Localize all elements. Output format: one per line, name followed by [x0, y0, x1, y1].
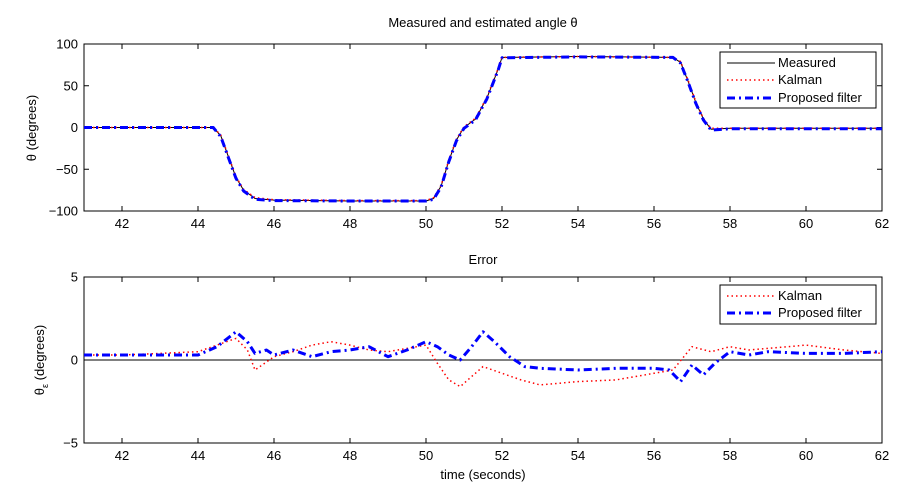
bottom-y-tick-label: −5: [63, 436, 78, 451]
top-x-tick-label: 52: [495, 216, 509, 231]
bottom-legend: Kalman Proposed filter: [719, 284, 877, 325]
bottom-legend-label-kalman: Kalman: [778, 288, 822, 303]
bottom-y-tick-label: 0: [71, 353, 78, 368]
bottom-x-tick-label: 50: [419, 448, 433, 463]
bottom-x-tick-label: 54: [571, 448, 585, 463]
top-x-tick-label: 58: [723, 216, 737, 231]
bottom-x-tick-label: 62: [875, 448, 889, 463]
bottom-series-lines: [84, 330, 883, 388]
top-x-tick-label: 48: [343, 216, 357, 231]
top-y-tick-label: −50: [56, 162, 78, 177]
top-y-tick-label: −100: [49, 204, 78, 219]
bottom-series-proposed-filter: [84, 330, 883, 384]
top-x-ticks: 42 44 46 48 50 52 54 56 58 60 62: [115, 44, 889, 231]
top-y-ticks: −100 −50 0 50 100: [49, 37, 882, 219]
top-x-tick-label: 50: [419, 216, 433, 231]
top-legend-label-measured: Measured: [778, 55, 836, 70]
top-x-tick-label: 54: [571, 216, 585, 231]
bottom-x-tick-label: 60: [799, 448, 813, 463]
top-chart: Measured and estimated angle θ θ (degree…: [24, 15, 889, 231]
bottom-x-ticks: 42 44 46 48 50 52 54 56 58 60 62: [115, 277, 889, 463]
bottom-x-tick-label: 48: [343, 448, 357, 463]
bottom-x-tick-label: 44: [191, 448, 205, 463]
bottom-chart-title: Error: [469, 252, 499, 267]
top-legend-label-kalman: Kalman: [778, 72, 822, 87]
bottom-y-axis-label: θε (degrees): [32, 325, 50, 396]
bottom-legend-box: [719, 284, 877, 325]
top-series-lines: [84, 55, 882, 203]
bottom-y-axis-subscript: ε: [40, 384, 50, 388]
top-x-tick-label: 62: [875, 216, 889, 231]
top-x-tick-label: 56: [647, 216, 661, 231]
bottom-legend-label-proposed: Proposed filter: [778, 305, 862, 320]
top-legend: Measured Kalman Proposed filter: [719, 51, 877, 109]
bottom-x-axis-label: time (seconds): [440, 467, 525, 482]
bottom-x-tick-label: 42: [115, 448, 129, 463]
top-series-proposed-filter: [84, 55, 882, 203]
bottom-chart: Error θε (degrees) time (seconds) 42 44 46…: [32, 252, 889, 482]
bottom-x-tick-label: 56: [647, 448, 661, 463]
top-y-axis-label: θ (degrees): [24, 95, 39, 161]
top-chart-title: Measured and estimated angle θ: [388, 15, 577, 30]
top-y-tick-label: 0: [71, 120, 78, 135]
bottom-x-tick-label: 58: [723, 448, 737, 463]
bottom-y-tick-label: 5: [71, 270, 78, 285]
top-x-tick-label: 46: [267, 216, 281, 231]
bottom-y-axis-units: (degrees): [32, 325, 47, 384]
bottom-y-axis-symbol: θ: [32, 388, 47, 395]
top-x-tick-label: 60: [799, 216, 813, 231]
top-legend-label-proposed: Proposed filter: [778, 90, 862, 105]
top-x-tick-label: 44: [191, 216, 205, 231]
bottom-x-tick-label: 52: [495, 448, 509, 463]
bottom-x-tick-label: 46: [267, 448, 281, 463]
top-y-tick-label: 50: [64, 78, 78, 93]
top-y-tick-label: 100: [56, 37, 78, 52]
top-x-tick-label: 42: [115, 216, 129, 231]
